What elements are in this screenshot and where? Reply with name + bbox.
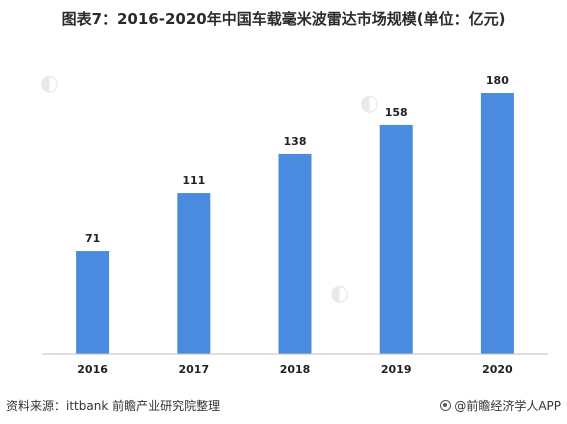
x-tick-label-2019: 2019 bbox=[381, 363, 412, 376]
watermark: ◐ bbox=[40, 71, 59, 96]
bar-2020 bbox=[480, 93, 514, 354]
brand-logo-icon bbox=[440, 400, 452, 411]
x-tick-label-2016: 2016 bbox=[77, 363, 108, 376]
watermark: ◐ bbox=[360, 91, 379, 116]
footer-source: 资料来源：ittbank 前瞻产业研究院整理 bbox=[6, 399, 221, 413]
watermark: ◐ bbox=[330, 281, 349, 306]
bars-group bbox=[76, 93, 514, 355]
value-label-2016: 71 bbox=[85, 232, 100, 245]
x-tick-label-2020: 2020 bbox=[482, 363, 513, 376]
bar-2016 bbox=[76, 251, 110, 354]
chart-title: 图表7：2016-2020年中国车载毫米波雷达市场规模(单位：亿元) bbox=[61, 10, 506, 28]
x-tick-label-2017: 2017 bbox=[178, 363, 209, 376]
value-label-2017: 111 bbox=[182, 174, 205, 187]
value-label-2019: 158 bbox=[385, 106, 408, 119]
value-label-2020: 180 bbox=[486, 74, 509, 87]
value-labels-group: 71 111 138 158 180 bbox=[85, 74, 509, 245]
bar-2018 bbox=[278, 153, 312, 354]
footer-brand: @前瞻经济学人APP bbox=[440, 397, 561, 414]
x-tick-labels-group: 2016 2017 2018 2019 2020 bbox=[77, 363, 513, 376]
footer-brand-text: @前瞻经济学人APP bbox=[454, 399, 561, 413]
value-label-2018: 138 bbox=[284, 135, 307, 148]
bar-2017 bbox=[177, 193, 211, 354]
x-tick-label-2018: 2018 bbox=[280, 363, 311, 376]
bar-2019 bbox=[379, 124, 413, 355]
